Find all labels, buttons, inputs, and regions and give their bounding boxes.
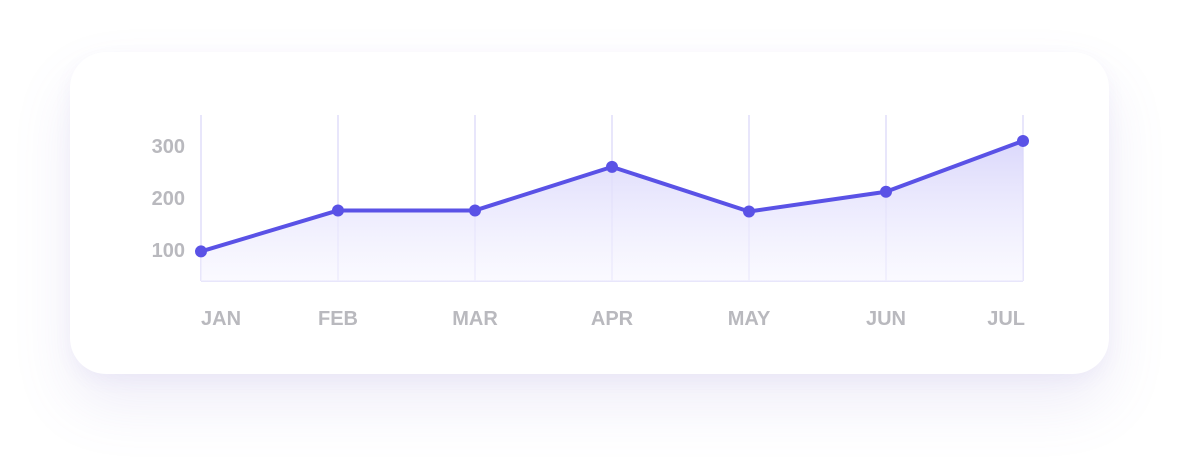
point-layer xyxy=(195,134,1029,258)
area-layer xyxy=(201,140,1023,281)
data-point-mar[interactable] xyxy=(469,204,481,217)
x-tick-label-mar: MAR xyxy=(452,308,498,330)
data-point-jun[interactable] xyxy=(880,185,892,198)
x-tick-label-feb: FEB xyxy=(318,308,358,330)
x-tick-label-jul: JUL xyxy=(987,308,1025,330)
data-point-apr[interactable] xyxy=(606,160,618,173)
y-tick-label-100: 100 xyxy=(152,240,185,262)
x-tick-label-apr: APR xyxy=(591,308,634,330)
x-tick-label-jun: JUN xyxy=(866,308,906,330)
y-tick-label-300: 300 xyxy=(152,136,185,158)
data-point-feb[interactable] xyxy=(332,204,344,217)
y-tick-label-200: 200 xyxy=(152,188,185,210)
x-tick-label-may: MAY xyxy=(728,308,771,330)
x-axis-ticks: JAN FEB MAR APR MAY JUN JUL xyxy=(201,308,1025,330)
x-tick-label-jan: JAN xyxy=(201,308,241,330)
y-axis-ticks: 100 200 300 xyxy=(152,136,185,262)
data-point-jan[interactable] xyxy=(195,245,207,258)
data-point-may[interactable] xyxy=(743,205,755,218)
series-area-fill xyxy=(201,140,1023,281)
data-point-jul[interactable] xyxy=(1017,134,1029,147)
